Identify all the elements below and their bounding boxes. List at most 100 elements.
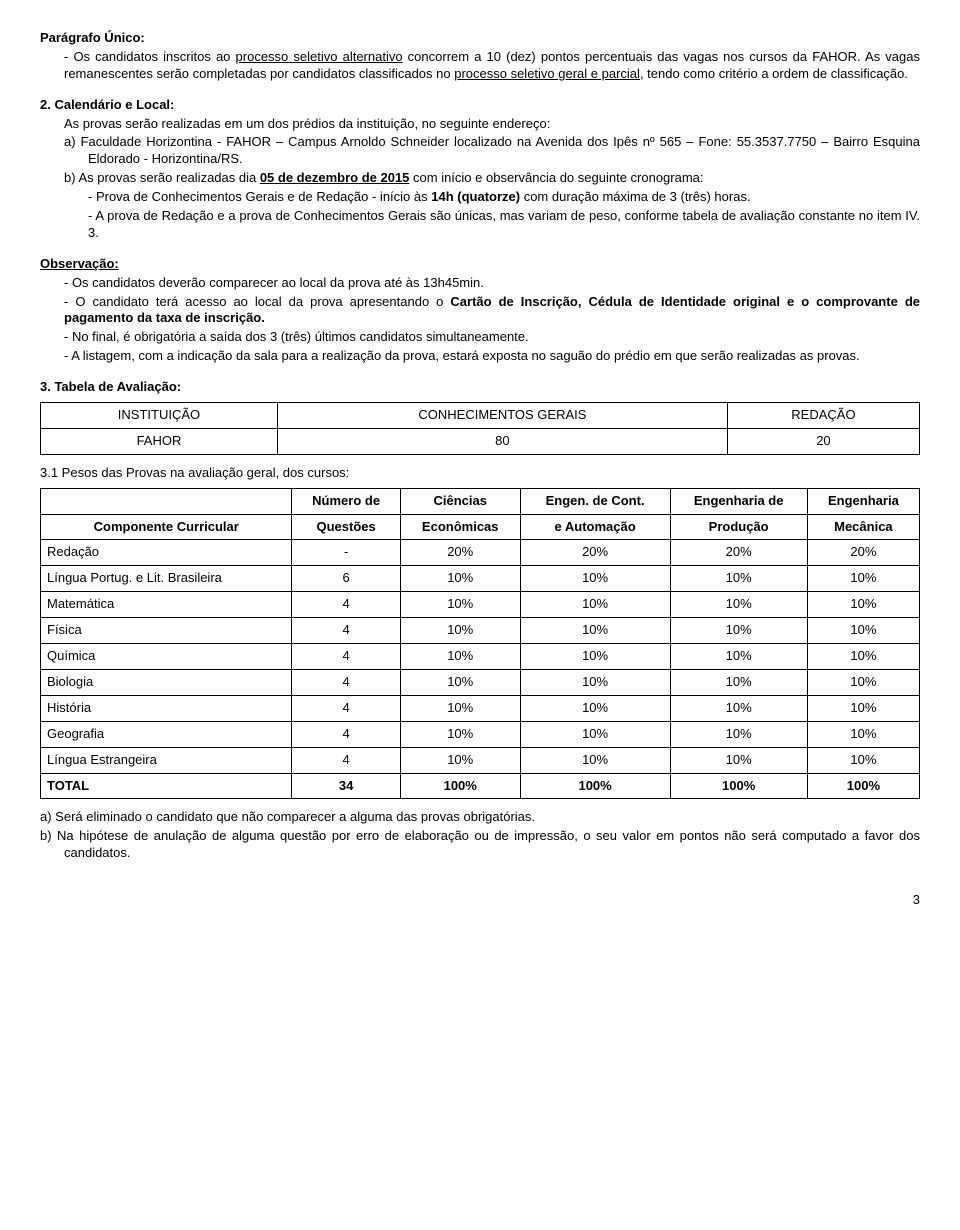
table-cell: - bbox=[292, 540, 400, 566]
table-cell: 100% bbox=[670, 773, 807, 799]
table-cell: 10% bbox=[400, 592, 520, 618]
obs-line-2: - O candidato terá acesso ao local da pr… bbox=[40, 294, 920, 328]
table-cell: 4 bbox=[292, 695, 400, 721]
table-cell: 4 bbox=[292, 747, 400, 773]
calendario-b-sub2: - A prova de Redação e a prova de Conhec… bbox=[40, 208, 920, 242]
table-cell: 10% bbox=[400, 644, 520, 670]
table-cell: 10% bbox=[670, 618, 807, 644]
text-underline: processo seletivo geral e parcial bbox=[454, 66, 640, 81]
footer-item-a: a) Será eliminado o candidato que não co… bbox=[40, 809, 920, 826]
text: com duração máxima de 3 (três) horas. bbox=[520, 189, 750, 204]
text: com início e observância do seguinte cro… bbox=[409, 170, 703, 185]
text-bold-underline: 05 de dezembro de 2015 bbox=[260, 170, 410, 185]
table-header: INSTITUIÇÃO bbox=[41, 403, 278, 429]
table-header bbox=[41, 488, 292, 514]
table-cell: 34 bbox=[292, 773, 400, 799]
table-header: e Automação bbox=[520, 514, 670, 540]
table-cell: 4 bbox=[292, 644, 400, 670]
table-cell: 20% bbox=[807, 540, 919, 566]
table-cell: Matemática bbox=[41, 592, 292, 618]
text: - O candidato terá acesso ao local da pr… bbox=[64, 294, 450, 309]
table-cell: 10% bbox=[807, 644, 919, 670]
table-cell: 20% bbox=[670, 540, 807, 566]
table-cell: Biologia bbox=[41, 669, 292, 695]
table-cell: 20% bbox=[400, 540, 520, 566]
footer-item-b: b) Na hipótese de anulação de alguma que… bbox=[40, 828, 920, 862]
table-row: Língua Portug. e Lit. Brasileira610%10%1… bbox=[41, 566, 920, 592]
table-header: Engenharia bbox=[807, 488, 919, 514]
table-cell: 10% bbox=[807, 695, 919, 721]
table-cell: 10% bbox=[807, 618, 919, 644]
table-header: Engenharia de bbox=[670, 488, 807, 514]
table-cell: 10% bbox=[520, 644, 670, 670]
table-row: História410%10%10%10% bbox=[41, 695, 920, 721]
text: - Os candidatos inscritos ao bbox=[64, 49, 236, 64]
tabela-avaliacao-heading: 3. Tabela de Avaliação: bbox=[40, 379, 920, 396]
calendario-item-b: b) As provas serão realizadas dia 05 de … bbox=[40, 170, 920, 187]
table-header: Produção bbox=[670, 514, 807, 540]
table-header: Mecânica bbox=[807, 514, 919, 540]
table-header: Componente Curricular bbox=[41, 514, 292, 540]
obs-line-4: - A listagem, com a indicação da sala pa… bbox=[40, 348, 920, 365]
tabela-avaliacao: INSTITUIÇÃO CONHECIMENTOS GERAIS REDAÇÃO… bbox=[40, 402, 920, 455]
table-cell: 10% bbox=[400, 618, 520, 644]
table-header: Engen. de Cont. bbox=[520, 488, 670, 514]
table-cell: 10% bbox=[807, 566, 919, 592]
calendario-heading: 2. Calendário e Local: bbox=[40, 97, 920, 114]
table-row: Matemática410%10%10%10% bbox=[41, 592, 920, 618]
text-bold: 14h (quatorze) bbox=[431, 189, 520, 204]
table-cell: 10% bbox=[807, 592, 919, 618]
text: b) As provas serão realizadas dia bbox=[64, 170, 260, 185]
table-cell: 10% bbox=[670, 566, 807, 592]
table-cell: 10% bbox=[400, 566, 520, 592]
table-row: Química410%10%10%10% bbox=[41, 644, 920, 670]
table-cell: 100% bbox=[520, 773, 670, 799]
table-cell: 100% bbox=[807, 773, 919, 799]
table-cell: Língua Estrangeira bbox=[41, 747, 292, 773]
table-cell: 10% bbox=[520, 695, 670, 721]
table-cell: 10% bbox=[670, 747, 807, 773]
table-cell: 4 bbox=[292, 592, 400, 618]
table-row: Redação-20%20%20%20% bbox=[41, 540, 920, 566]
table-cell: FAHOR bbox=[41, 428, 278, 454]
table-cell: 10% bbox=[670, 644, 807, 670]
table-cell: 10% bbox=[670, 721, 807, 747]
table-cell: 6 bbox=[292, 566, 400, 592]
table-cell: 10% bbox=[400, 669, 520, 695]
table-cell: 80 bbox=[277, 428, 727, 454]
text: , tendo como critério a ordem de classif… bbox=[640, 66, 908, 81]
table-cell: 4 bbox=[292, 721, 400, 747]
table-header: Econômicas bbox=[400, 514, 520, 540]
table-cell: 10% bbox=[670, 669, 807, 695]
table-cell: TOTAL bbox=[41, 773, 292, 799]
paragrafo-unico-text: - Os candidatos inscritos ao processo se… bbox=[40, 49, 920, 83]
table-cell: 10% bbox=[520, 592, 670, 618]
calendario-intro: As provas serão realizadas em um dos pré… bbox=[40, 116, 920, 133]
paragrafo-unico-heading: Parágrafo Único: bbox=[40, 30, 920, 47]
table-header: Ciências bbox=[400, 488, 520, 514]
table-cell: Química bbox=[41, 644, 292, 670]
table-cell: 10% bbox=[520, 669, 670, 695]
obs-line-3: - No final, é obrigatória a saída dos 3 … bbox=[40, 329, 920, 346]
table-cell: 10% bbox=[807, 669, 919, 695]
table-row: Língua Estrangeira410%10%10%10% bbox=[41, 747, 920, 773]
table-cell: 10% bbox=[520, 618, 670, 644]
table-cell: 20% bbox=[520, 540, 670, 566]
obs-line-1: - Os candidatos deverão comparecer ao lo… bbox=[40, 275, 920, 292]
table-cell: 10% bbox=[670, 695, 807, 721]
table-header: CONHECIMENTOS GERAIS bbox=[277, 403, 727, 429]
table-row: Física410%10%10%10% bbox=[41, 618, 920, 644]
table-row: Biologia410%10%10%10% bbox=[41, 669, 920, 695]
table-row: INSTITUIÇÃO CONHECIMENTOS GERAIS REDAÇÃO bbox=[41, 403, 920, 429]
table-row: Número de Ciências Engen. de Cont. Engen… bbox=[41, 488, 920, 514]
table-row: Geografia410%10%10%10% bbox=[41, 721, 920, 747]
table-cell: 10% bbox=[520, 747, 670, 773]
observacao-heading: Observação: bbox=[40, 256, 920, 273]
table-cell: 4 bbox=[292, 669, 400, 695]
table-cell: 10% bbox=[807, 747, 919, 773]
calendario-b-sub1: - Prova de Conhecimentos Gerais e de Red… bbox=[40, 189, 920, 206]
table-cell: Geografia bbox=[41, 721, 292, 747]
table-cell: 10% bbox=[520, 566, 670, 592]
table-row: TOTAL34100%100%100%100% bbox=[41, 773, 920, 799]
table-header: Questões bbox=[292, 514, 400, 540]
